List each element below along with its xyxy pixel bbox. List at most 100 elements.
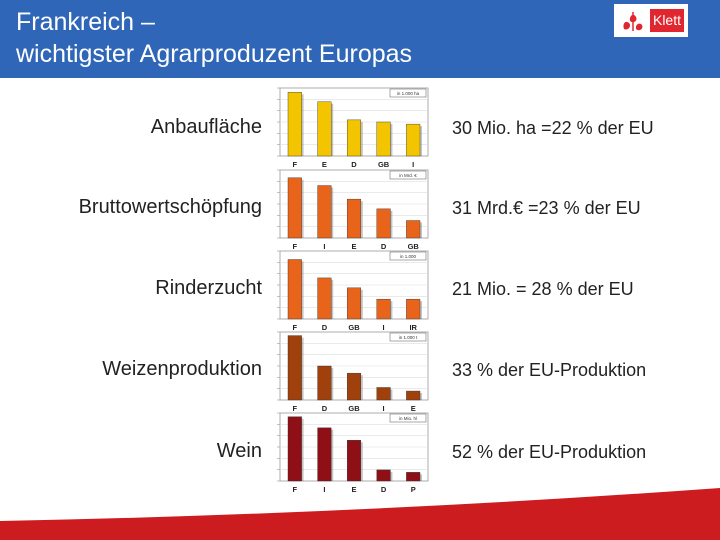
- bar: [287, 92, 302, 157]
- chart-weizenproduktion: F D GB I Ein 1.000 t: [277, 331, 429, 413]
- unit-box: [389, 251, 427, 261]
- bar-I: [376, 298, 393, 320]
- category-label: GB: [408, 242, 420, 251]
- bar: [346, 119, 362, 157]
- bar: [287, 259, 302, 320]
- bar-D: [376, 469, 393, 482]
- chart-bruttowertschoepfung: F I E D GB in Mrd. €: [277, 169, 429, 251]
- bar-E: [317, 101, 334, 157]
- category-label: E: [351, 485, 356, 494]
- category-label: GB: [378, 160, 390, 169]
- category-label: I: [323, 485, 325, 494]
- bar-GB: [376, 121, 393, 157]
- bar-F: [287, 416, 304, 482]
- bar-IR: [406, 298, 423, 320]
- bar-P: [406, 472, 423, 482]
- bar-E: [346, 198, 363, 239]
- header-bar: Frankreich – wichtigster Agrarproduzent …: [0, 0, 720, 78]
- category-label: I: [383, 323, 385, 332]
- category-label: D: [381, 242, 387, 251]
- category-label: GB: [348, 404, 360, 413]
- category-label: E: [411, 404, 416, 413]
- klett-mark-icon: [623, 12, 643, 31]
- unit-box: [389, 88, 427, 98]
- value-weizenproduktion: 33 % der EU-Produktion: [452, 360, 647, 380]
- unit-label: in 1.000 t: [399, 335, 418, 340]
- bar-F: [287, 177, 304, 239]
- bar: [406, 472, 421, 482]
- bar: [376, 121, 391, 157]
- bar-I: [376, 387, 393, 401]
- unit-label: in Mio. hl: [399, 416, 417, 421]
- category-label: I: [323, 242, 325, 251]
- bar-D: [317, 277, 334, 320]
- label-anbauflaeche: Anbaufläche: [150, 116, 262, 138]
- category-label: E: [351, 242, 356, 251]
- bar: [317, 101, 332, 157]
- bar-GB: [346, 287, 363, 320]
- title-line-2: wichtigster Agrarproduzent Europas: [16, 40, 413, 68]
- category-label: E: [322, 160, 327, 169]
- unit-label: in Mrd. €: [399, 173, 417, 178]
- bar: [346, 287, 362, 320]
- category-label: IR: [409, 323, 417, 332]
- bar-E: [406, 390, 423, 401]
- bar: [287, 177, 302, 239]
- bar-F: [287, 92, 304, 157]
- value-bruttowertschoepfung: 31 Mrd.€ =23 % der EU: [452, 198, 641, 218]
- bar: [406, 123, 421, 157]
- page-title: Frankreich – wichtigster Agrarproduzent …: [16, 6, 412, 70]
- bar-I: [406, 123, 423, 157]
- bar: [317, 427, 332, 482]
- bar-F: [287, 335, 304, 401]
- bar: [376, 208, 391, 239]
- bar: [346, 440, 362, 482]
- klett-logo: Klett: [614, 4, 688, 37]
- category-label: F: [293, 404, 298, 413]
- category-label: D: [381, 485, 387, 494]
- bar: [346, 372, 362, 401]
- bar: [317, 277, 332, 320]
- bar-GB: [346, 372, 363, 401]
- footer-swoosh: [0, 488, 720, 540]
- label-weizenproduktion: Weizenproduktion: [102, 358, 262, 380]
- bar-F: [287, 259, 304, 320]
- bar: [317, 365, 332, 401]
- unit-box: [389, 332, 427, 342]
- logo-wordmark: Klett: [650, 9, 684, 32]
- bar: [406, 390, 421, 401]
- bar-D: [346, 119, 363, 157]
- category-label: I: [412, 160, 414, 169]
- bar-I: [317, 427, 334, 482]
- unit-label: in 1.000 ha: [397, 91, 420, 96]
- value-rinderzucht: 21 Mio. = 28 % der EU: [452, 279, 634, 299]
- chart-anbauflaeche: F E D GB Iin 1.000 ha: [277, 87, 429, 169]
- bar-D: [376, 208, 393, 239]
- category-label: F: [293, 323, 298, 332]
- category-label: I: [383, 404, 385, 413]
- category-label: D: [351, 160, 357, 169]
- category-label: GB: [348, 323, 360, 332]
- bar: [406, 298, 421, 320]
- label-bruttowertschoepfung: Bruttowertschöpfung: [78, 196, 262, 218]
- category-label: D: [322, 323, 328, 332]
- category-label: P: [411, 485, 416, 494]
- bar: [376, 469, 391, 482]
- bar-E: [346, 440, 363, 482]
- label-wein: Wein: [216, 440, 262, 462]
- bar: [376, 298, 391, 320]
- value-anbauflaeche: 30 Mio. ha =22 % der EU: [452, 118, 654, 138]
- bar: [376, 387, 391, 401]
- title-line-1: Frankreich –: [16, 8, 155, 36]
- chart-wein: F I E D Pin Mio. hl: [277, 412, 429, 494]
- chart-rinderzucht: F D GB I IR in 1.000: [277, 250, 429, 332]
- unit-box: [389, 413, 427, 423]
- unit-box: [389, 170, 427, 180]
- bar: [287, 335, 302, 401]
- bar: [287, 416, 302, 482]
- bar: [406, 220, 421, 239]
- value-wein: 52 % der EU-Produktion: [452, 442, 647, 462]
- category-label: F: [293, 242, 298, 251]
- bar-D: [317, 365, 334, 401]
- category-label: D: [322, 404, 328, 413]
